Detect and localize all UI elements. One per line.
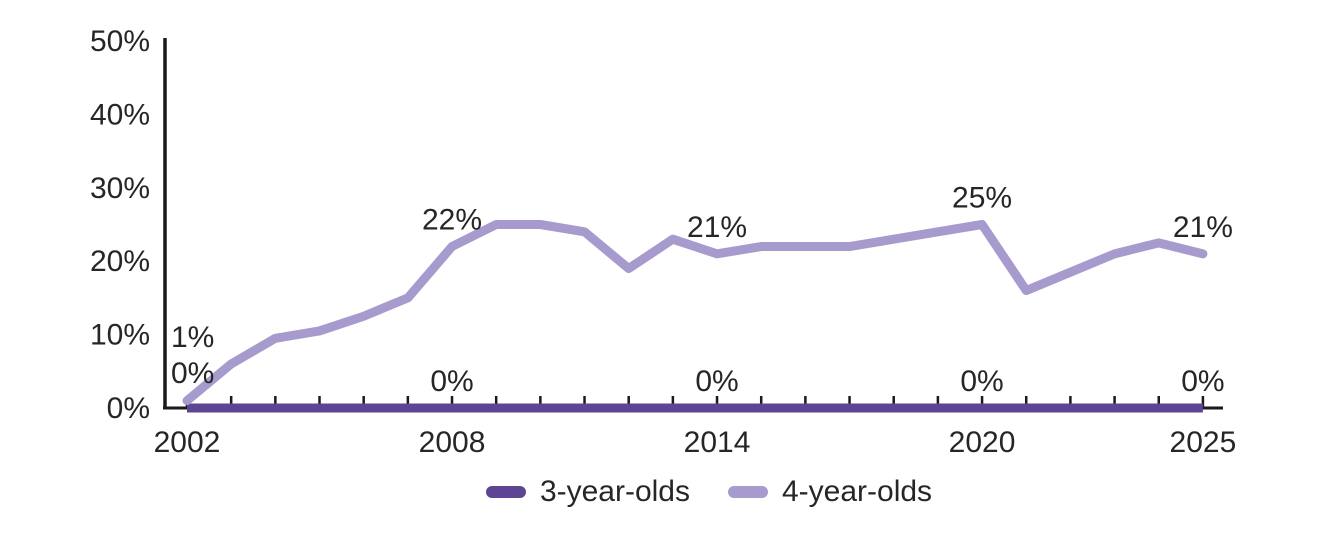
series-line-4-year-olds bbox=[182, 220, 1208, 406]
legend-swatch-4-year-olds bbox=[728, 486, 768, 498]
legend-label-4-year-olds: 4-year-olds bbox=[782, 475, 933, 508]
y-tick-label: 20% bbox=[90, 245, 150, 278]
point-label-4-year-olds-2025: 21% bbox=[1173, 211, 1233, 244]
point-label-3-year-olds-2008: 0% bbox=[430, 365, 473, 398]
y-tick-label: 10% bbox=[90, 319, 150, 352]
legend-item-3-year-olds: 3-year-olds bbox=[485, 475, 690, 508]
x-tick-label: 2002 bbox=[154, 426, 221, 459]
y-tick-label: 40% bbox=[90, 98, 150, 131]
x-tick-label: 2014 bbox=[684, 426, 751, 459]
point-label-4-year-olds-2008: 22% bbox=[422, 204, 482, 237]
y-tick-label: 50% bbox=[90, 25, 150, 58]
point-label-4-year-olds-2002: 1% bbox=[171, 321, 214, 354]
legend-item-4-year-olds: 4-year-olds bbox=[728, 477, 932, 507]
point-label-3-year-olds-2014: 0% bbox=[695, 365, 738, 398]
x-tick-label: 2008 bbox=[419, 426, 486, 459]
point-label-4-year-olds-2014: 21% bbox=[687, 211, 747, 244]
legend-label-3-year-olds: 3-year-olds bbox=[539, 475, 690, 508]
x-tick-label: 2020 bbox=[949, 426, 1016, 459]
point-label-4-year-olds-2020: 25% bbox=[952, 182, 1012, 215]
x-tick-label: 2025 bbox=[1170, 426, 1237, 459]
legend-swatch-3-year-olds bbox=[485, 486, 526, 498]
y-tick-label: 0% bbox=[107, 392, 150, 425]
point-label-3-year-olds-2020: 0% bbox=[960, 365, 1003, 398]
point-label-3-year-olds-2025: 0% bbox=[1181, 365, 1224, 398]
chart-legend: 3-year-olds 4-year-olds bbox=[42, 477, 1334, 507]
y-tick-label: 30% bbox=[90, 172, 150, 205]
point-label-3-year-olds-2002: 0% bbox=[171, 357, 214, 390]
